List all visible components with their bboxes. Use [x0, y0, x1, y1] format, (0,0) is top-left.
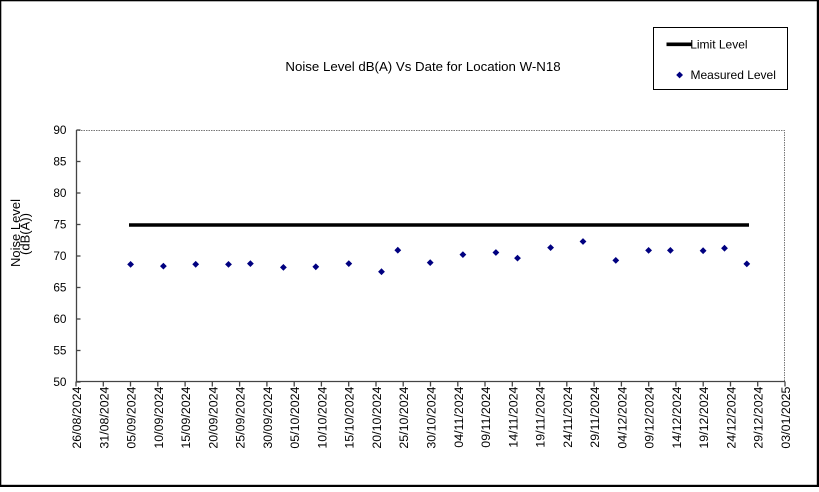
- svg-text:05/09/2024: 05/09/2024: [125, 386, 139, 448]
- svg-text:29/12/2024: 29/12/2024: [752, 386, 766, 448]
- svg-text:15/10/2024: 15/10/2024: [343, 386, 357, 448]
- svg-text:10/09/2024: 10/09/2024: [152, 386, 166, 448]
- svg-text:Limit Level: Limit Level: [690, 38, 747, 52]
- svg-text:31/08/2024: 31/08/2024: [97, 386, 111, 448]
- svg-text:75: 75: [53, 217, 67, 231]
- svg-text:14/11/2024: 14/11/2024: [506, 386, 520, 447]
- svg-text:70: 70: [53, 249, 67, 263]
- svg-text:14/12/2024: 14/12/2024: [670, 386, 684, 448]
- svg-text:20/10/2024: 20/10/2024: [370, 386, 384, 448]
- svg-text:09/11/2024: 09/11/2024: [479, 386, 493, 447]
- svg-text:25/10/2024: 25/10/2024: [397, 386, 411, 448]
- svg-text:90: 90: [53, 123, 67, 137]
- svg-text:03/01/2025: 03/01/2025: [779, 386, 793, 448]
- svg-text:25/09/2024: 25/09/2024: [234, 386, 248, 448]
- svg-text:30/10/2024: 30/10/2024: [425, 386, 439, 448]
- svg-text:50: 50: [53, 375, 67, 389]
- svg-text:26/08/2024: 26/08/2024: [70, 386, 84, 448]
- svg-text:19/12/2024: 19/12/2024: [697, 386, 711, 448]
- svg-text:65: 65: [53, 280, 67, 294]
- svg-text:24/11/2024: 24/11/2024: [561, 386, 575, 447]
- svg-text:04/12/2024: 04/12/2024: [615, 386, 629, 448]
- svg-text:Measured Level: Measured Level: [691, 68, 776, 82]
- svg-text:(dB(A)): (dB(A)): [18, 213, 33, 255]
- svg-text:Noise Level dB(A) Vs Date for: Noise Level dB(A) Vs Date for Location W…: [285, 59, 560, 74]
- svg-text:10/10/2024: 10/10/2024: [315, 386, 329, 448]
- svg-text:20/09/2024: 20/09/2024: [206, 386, 220, 448]
- svg-text:04/11/2024: 04/11/2024: [452, 386, 466, 447]
- svg-text:85: 85: [53, 154, 67, 168]
- svg-text:09/12/2024: 09/12/2024: [643, 386, 657, 448]
- svg-text:60: 60: [53, 312, 67, 326]
- svg-text:19/11/2024: 19/11/2024: [534, 386, 548, 447]
- svg-text:24/12/2024: 24/12/2024: [725, 386, 739, 448]
- svg-text:Noise Level: Noise Level: [8, 199, 23, 267]
- svg-text:15/09/2024: 15/09/2024: [179, 386, 193, 448]
- svg-text:30/09/2024: 30/09/2024: [261, 386, 275, 448]
- svg-text:80: 80: [53, 186, 67, 200]
- svg-text:05/10/2024: 05/10/2024: [288, 386, 302, 448]
- svg-text:55: 55: [53, 343, 67, 357]
- svg-text:29/11/2024: 29/11/2024: [588, 386, 602, 447]
